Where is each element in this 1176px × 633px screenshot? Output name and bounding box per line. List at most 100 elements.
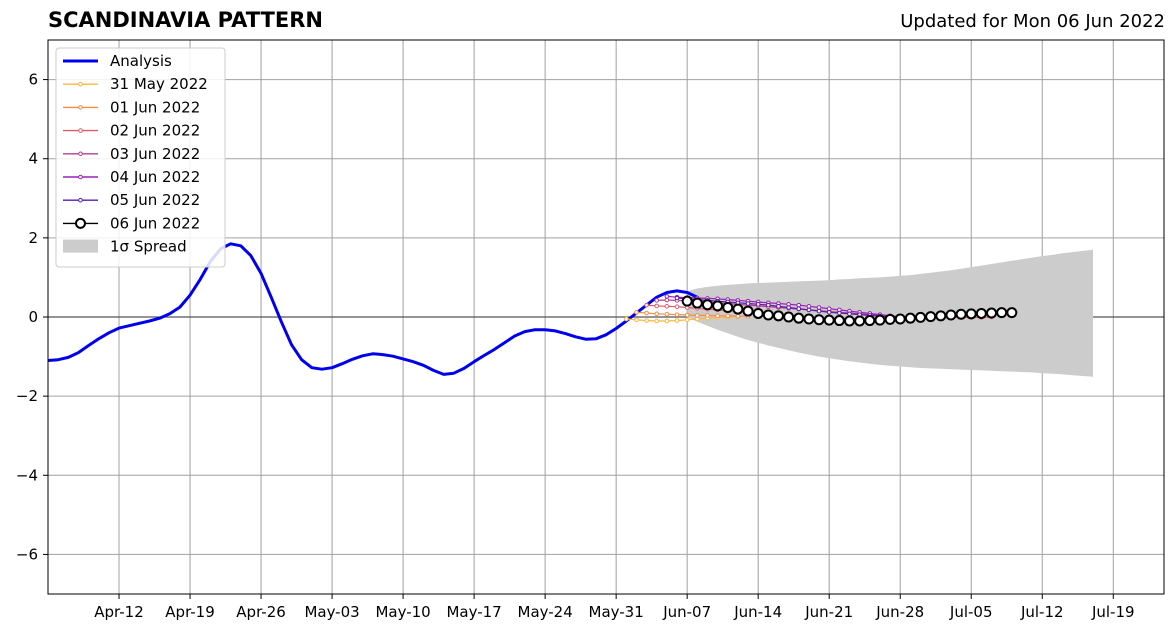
forecast-point — [806, 304, 812, 309]
forecast-point — [816, 305, 822, 310]
legend-marker — [75, 217, 86, 229]
y-tick-label: 4 — [28, 150, 38, 168]
legend-marker — [78, 81, 83, 87]
forecast-point — [634, 317, 639, 323]
forecast-point — [691, 297, 703, 309]
forecast-point — [894, 313, 906, 325]
x-tick-label: Jun-28 — [875, 603, 924, 621]
legend-item: 31 May 2022 — [63, 75, 208, 93]
forecast-point — [965, 308, 977, 320]
legend-label: 01 Jun 2022 — [110, 98, 200, 116]
legend-label: Analysis — [110, 52, 172, 70]
forecast-point — [654, 298, 660, 303]
forecast-point — [803, 313, 815, 325]
forecast-point — [664, 304, 670, 309]
forecast-point — [864, 315, 876, 327]
forecast-point — [772, 310, 784, 322]
forecast-point — [823, 314, 835, 326]
forecast-point — [806, 307, 812, 313]
forecast-point — [837, 310, 842, 316]
forecast-point — [674, 304, 680, 310]
x-tick-label: Apr-19 — [165, 603, 215, 621]
forecast-point — [816, 308, 822, 314]
forecast-point — [705, 313, 710, 318]
forecast-point — [766, 302, 771, 308]
legend-item: 05 Jun 2022 — [63, 191, 200, 209]
forecast-point — [742, 305, 754, 317]
legend-swatch — [63, 239, 98, 253]
legend-marker — [78, 197, 83, 203]
forecast-point — [813, 314, 825, 326]
forecast-point — [826, 306, 832, 311]
y-tick-label: −6 — [16, 545, 38, 563]
forecast-point — [786, 305, 791, 310]
forecast-point — [925, 311, 937, 323]
forecast-point — [955, 308, 967, 320]
forecast-point — [843, 315, 855, 327]
chart-title: SCANDINAVIA PATTERN — [48, 8, 323, 32]
x-tick-label: Jul-12 — [1020, 603, 1064, 621]
y-tick-label: −4 — [16, 466, 38, 484]
legend-item: 06 Jun 2022 — [63, 214, 200, 232]
legend-marker — [78, 174, 83, 180]
legend-label: 04 Jun 2022 — [110, 168, 200, 186]
forecast-point — [755, 302, 761, 307]
legend-layer: Analysis 31 May 2022 01 Jun 2022 02 Jun 202… — [55, 47, 226, 268]
x-tick-label: May-24 — [518, 603, 573, 621]
y-tick-label: 2 — [28, 229, 38, 247]
legend-item: 03 Jun 2022 — [63, 145, 200, 163]
forecast-point — [644, 302, 649, 308]
forecast-point — [664, 297, 670, 303]
forecast-point — [904, 312, 916, 324]
forecast-point — [722, 302, 734, 314]
forecast-point — [674, 295, 680, 301]
forecast-point — [664, 311, 670, 317]
x-tick-label: Jun-21 — [804, 603, 853, 621]
forecast-point — [695, 316, 700, 322]
spread-band — [687, 249, 1093, 377]
forecast-point — [623, 316, 629, 322]
x-tick-label: May-10 — [375, 603, 430, 621]
series-layer — [47, 242, 1018, 376]
forecast-point — [793, 312, 805, 324]
legend-marker — [78, 128, 83, 133]
y-tick-label: 0 — [28, 308, 38, 326]
forecast-point — [796, 306, 802, 311]
forecast-point — [826, 309, 832, 315]
forecast-point — [725, 313, 731, 319]
legend-label: 03 Jun 2022 — [110, 145, 200, 163]
forecast-point — [664, 318, 670, 324]
grid-layer — [48, 40, 1164, 594]
forecast-point — [945, 309, 957, 321]
forecast-point — [664, 294, 670, 299]
legend-item: Analysis — [63, 52, 172, 70]
forecast-point — [986, 307, 998, 319]
forecast-point — [833, 315, 845, 327]
forecast-point — [701, 299, 713, 311]
chart-subtitle: Updated for Mon 06 Jun 2022 — [900, 11, 1165, 32]
forecast-point — [732, 303, 744, 315]
forecast-point — [762, 309, 774, 321]
legend-label: 05 Jun 2022 — [110, 191, 200, 209]
forecast-point — [935, 310, 947, 322]
forecast-point — [712, 300, 724, 312]
forecast-point — [715, 313, 720, 319]
forecast-point — [735, 313, 741, 319]
spread-layer — [687, 249, 1093, 377]
forecast-point — [884, 313, 896, 325]
x-tick-label: May-31 — [589, 603, 644, 621]
forecast-point — [854, 315, 866, 327]
forecast-point — [654, 303, 660, 309]
ticks-layer: Apr-12 Apr-19 Apr-26 May-03 May-10 May-17 May-… — [16, 71, 1135, 621]
analysis-line — [47, 242, 698, 376]
forecast-point — [654, 311, 660, 317]
forecast-point — [681, 295, 693, 307]
forecast-point — [874, 314, 886, 326]
legend-label: 02 Jun 2022 — [110, 122, 200, 140]
forecast-point — [975, 307, 987, 319]
forecast-point — [684, 317, 690, 323]
x-tick-label: May-03 — [304, 603, 359, 621]
x-tick-label: Apr-26 — [236, 603, 286, 621]
forecast-point — [695, 313, 700, 318]
